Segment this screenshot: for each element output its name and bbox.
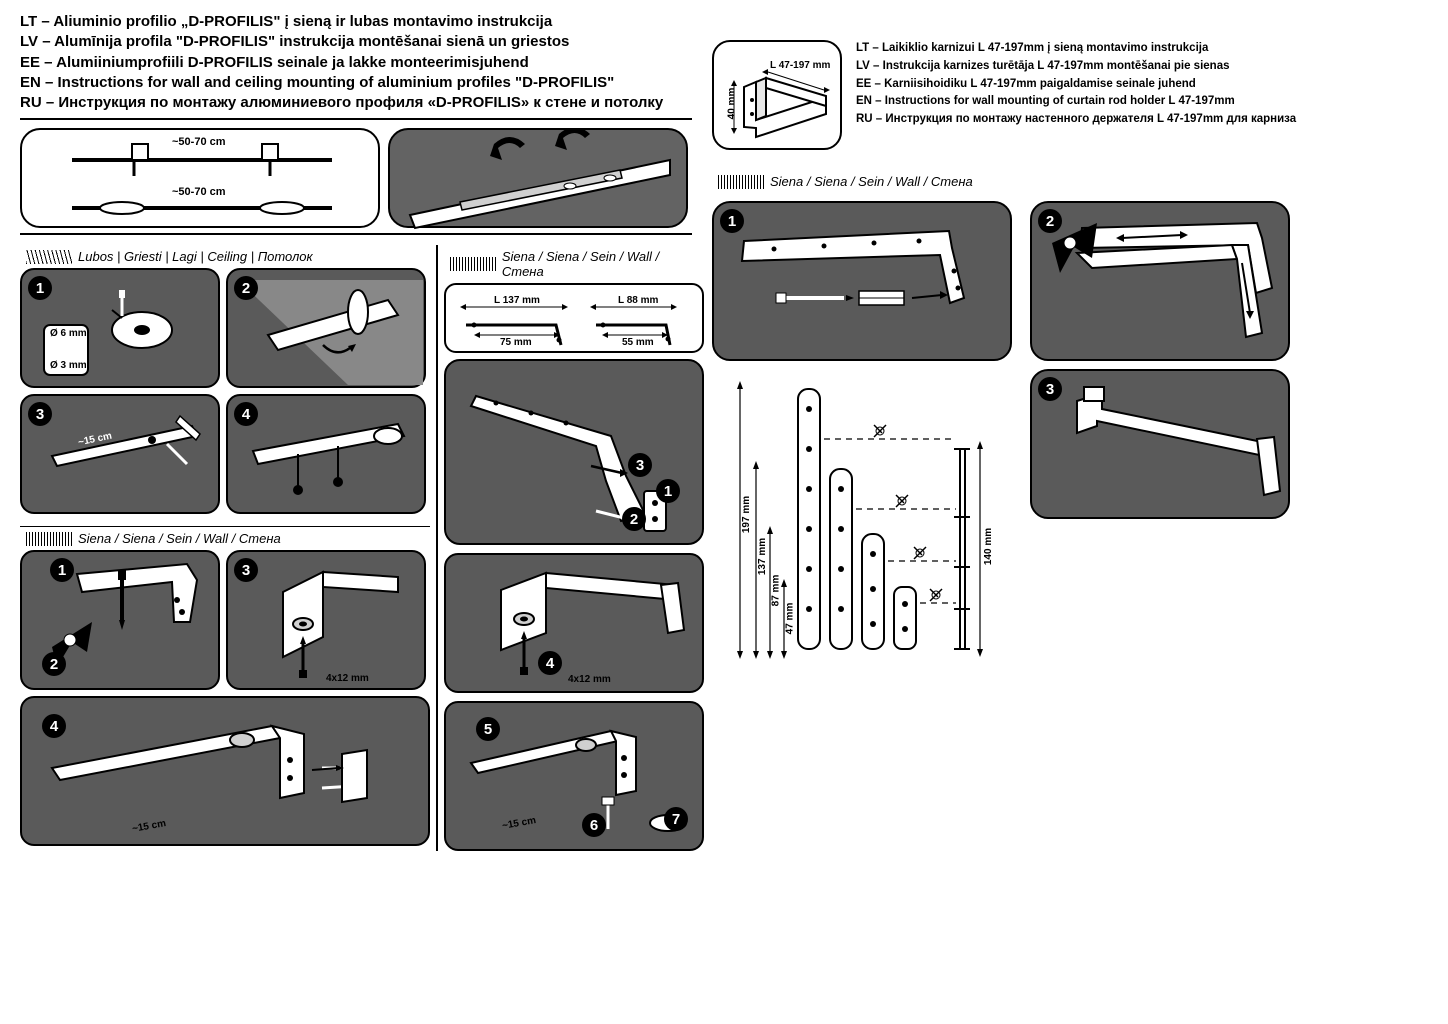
hatch-icon [26,532,72,546]
dim-4x12-a: 4x12 mm [326,673,369,684]
step-1: 1 Ø 6 mm Ø 3 mm [20,268,220,388]
top-diagrams: ~50-70 cm ~50-70 cm [20,128,692,228]
dim-140: 140 mm [983,528,994,565]
holder-iso: L 47-197 mm 40 mm [712,40,842,150]
rtitle-ee: EE – Karniisihoidiku L 47-197mm paigalda… [856,76,1428,94]
title-lv: LV – Alumīnija profila "D-PROFILIS" inst… [20,32,692,52]
wall-label-2: Siena / Siena / Sein / Wall / Стена [450,249,704,279]
insertion-diagram [388,128,688,228]
ceiling-section: Lubos | Griesti | Lagi | Ceiling | Потол… [20,245,430,851]
dim-40: 40 mm [726,88,737,120]
right-titles: LT – Laikiklio karnizui L 47-197mm į sie… [856,40,1428,129]
right-row-2: 197 mm 137 mm 87 mm 47 mm 140 mm 3 [712,369,1428,689]
divider [20,233,692,235]
mid-area: Lubos | Griesti | Lagi | Ceiling | Потол… [20,245,692,851]
dim-bot: ~50-70 cm [172,186,226,198]
r-step-2: 2 [1030,201,1290,361]
title-ee: EE – Alumiiniumprofiili D-PROFILIS seina… [20,53,692,73]
divider [20,526,430,527]
hatch-icon [450,257,496,271]
ceiling-label: Lubos | Griesti | Lagi | Ceiling | Потол… [26,249,430,264]
hatch-icon [26,250,72,264]
length-diagram: 197 mm 137 mm 87 mm 47 mm 140 mm [712,369,1012,689]
step-4: 4 [226,394,426,514]
rtitle-ru: RU – Инструкция по монтажу настенного де… [856,111,1428,129]
dim-137: 137 mm [757,538,768,575]
rtitle-lv: LV – Instrukcija karnizes turētāja L 47-… [856,58,1428,76]
wall-label-1: Siena / Siena / Sein / Wall / Стена [26,531,430,546]
dim-75: 75 mm [500,337,532,348]
dim-d6: Ø 6 mm [50,328,87,339]
dim-55: 55 mm [622,337,654,348]
right-head: L 47-197 mm 40 mm LT – Laikiklio karnizu… [712,40,1428,150]
wall2-step-4: 4 4x12 mm [444,553,704,693]
title-block: LT – Aliuminio profilio „D-PROFILIS" į s… [20,12,692,113]
wall-section-2: Siena / Siena / Sein / Wall / Стена [436,245,704,851]
dim-197: 197 mm [741,496,752,533]
right-row-1: 1 2 [712,201,1428,361]
left-column: LT – Aliuminio profilio „D-PROFILIS" į s… [0,0,700,1024]
right-wall-label: Siena / Siena / Sein / Wall / Стена [718,174,1428,189]
wall2-step-567: 5 6 7 ~15 cm [444,701,704,851]
title-lt: LT – Aliuminio profilio „D-PROFILIS" į s… [20,12,692,32]
hatch-icon [718,175,764,189]
title-en: EN – Instructions for wall and ceiling m… [20,73,692,93]
right-column: L 47-197 mm 40 mm LT – Laikiklio karnizu… [700,0,1448,1024]
dim-l88: L 88 mm [618,295,658,306]
dim-4x12-b: 4x12 mm [568,674,611,685]
bracket-dims: L 137 mm 75 mm L 88 mm 55 mm [444,283,704,353]
step-3: 3 ~15 cm [20,394,220,514]
step-2: 2 [226,268,426,388]
dim-d3: Ø 3 mm [50,360,87,371]
divider [20,118,692,120]
r-step-3: 3 [1030,369,1290,519]
dim-top: ~50-70 cm [172,136,226,148]
wall2-step-123: 3 1 2 [444,359,704,545]
rtitle-lt: LT – Laikiklio karnizui L 47-197mm į sie… [856,40,1428,58]
rtitle-en: EN – Instructions for wall mounting of c… [856,93,1428,111]
r-step-1: 1 [712,201,1012,361]
dim-l47-197: L 47-197 mm [770,60,830,71]
wall-step-4: 4 ~15 cm [20,696,430,846]
dim-l137: L 137 mm [494,295,540,306]
dim-87: 87 mm [770,575,781,607]
title-ru: RU – Инструкция по монтажу алюминиевого … [20,93,692,113]
wall-step-1-2: 1 2 [20,550,220,690]
wall-step-3: 3 4x12 mm [226,550,426,690]
spacing-diagram: ~50-70 cm ~50-70 cm [20,128,380,228]
dim-47: 47 mm [784,603,795,635]
